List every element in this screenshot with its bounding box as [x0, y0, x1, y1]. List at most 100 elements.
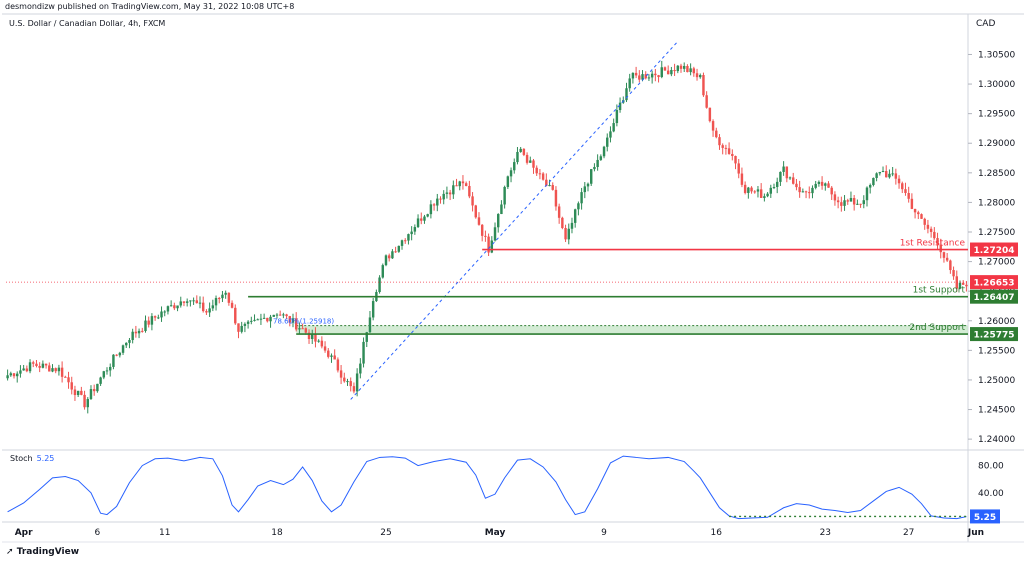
candle	[516, 146, 519, 165]
candle	[147, 316, 150, 328]
candle-body	[779, 171, 782, 182]
candle	[788, 176, 792, 180]
candle	[32, 360, 35, 368]
candle-body	[230, 302, 234, 308]
candle-body	[304, 328, 308, 333]
candle	[615, 104, 619, 127]
candle-body	[929, 228, 933, 232]
candle	[99, 376, 102, 386]
candle	[795, 178, 798, 191]
candle	[525, 152, 529, 165]
candle-body	[545, 179, 548, 186]
candle	[769, 184, 773, 198]
stoch-value: 5.25	[36, 454, 55, 463]
candle-body	[743, 184, 747, 193]
candle	[163, 310, 166, 317]
candle-body	[208, 308, 211, 313]
candle-body	[561, 217, 564, 229]
y-tick-label: 1.30500	[978, 50, 1015, 60]
candle-body	[349, 381, 352, 387]
candle	[538, 169, 542, 180]
candle	[785, 166, 789, 183]
candle-body	[32, 362, 35, 364]
candle	[288, 315, 292, 327]
candle	[439, 196, 442, 204]
candle-body	[352, 386, 356, 392]
candle-body	[769, 187, 773, 194]
candle	[782, 161, 785, 176]
candle	[881, 166, 885, 173]
candle	[73, 385, 77, 401]
candle-body	[407, 234, 410, 241]
candle-body	[939, 244, 942, 253]
candle-body	[189, 300, 192, 302]
candle-body	[269, 316, 272, 322]
candle	[160, 306, 163, 322]
candle-body	[461, 181, 465, 184]
candle	[618, 97, 622, 113]
candle	[266, 317, 269, 323]
candle-body	[38, 365, 41, 368]
candle-body	[448, 192, 452, 195]
candle	[214, 295, 218, 311]
candle	[856, 199, 859, 206]
candle-body	[83, 394, 86, 408]
candle-body	[262, 317, 266, 319]
candle-body	[718, 137, 721, 146]
candle	[891, 167, 894, 177]
candle-body	[166, 306, 170, 312]
candle	[801, 188, 805, 193]
candle	[561, 216, 564, 230]
candle-body	[753, 191, 756, 193]
candle-body	[612, 123, 615, 132]
candle-body	[169, 305, 173, 307]
candle-body	[945, 257, 949, 261]
candle-body	[176, 305, 179, 309]
candle-body	[538, 173, 542, 175]
candle	[192, 297, 195, 305]
candle	[897, 175, 901, 189]
candle-body	[28, 362, 32, 372]
candle-body	[288, 316, 292, 323]
candle-body	[125, 342, 128, 346]
y-tick-label: 1.24000	[978, 435, 1015, 445]
candle-body	[205, 311, 208, 313]
candle-body	[22, 368, 25, 371]
candle-body	[593, 166, 596, 170]
stoch-value-tag-label: 5.25	[974, 513, 996, 523]
level-price-tag	[970, 242, 1018, 257]
candle	[44, 363, 48, 369]
candle	[945, 252, 949, 262]
candle	[224, 290, 227, 299]
candle-body	[756, 189, 760, 192]
candle-body	[384, 255, 388, 266]
y-tick-label: 1.26000	[978, 317, 1015, 327]
candle-body	[782, 166, 785, 172]
candle-body	[493, 227, 497, 241]
candle	[718, 134, 721, 150]
candle-body	[480, 224, 484, 236]
candle	[602, 145, 606, 159]
candle-body	[557, 206, 561, 218]
candle	[134, 325, 138, 338]
candle	[792, 172, 795, 185]
candle-body	[958, 282, 962, 289]
candle-body	[497, 214, 500, 228]
candle-body	[885, 171, 888, 178]
candle	[96, 383, 99, 393]
candle	[910, 193, 914, 210]
candle	[375, 289, 378, 303]
candle-body	[179, 301, 182, 306]
candle	[404, 238, 407, 244]
candle	[820, 176, 824, 190]
candle-body	[862, 200, 866, 205]
candle-body	[458, 181, 461, 187]
candle-body	[573, 209, 577, 223]
candle	[166, 305, 170, 315]
candle-body	[606, 137, 609, 147]
candle-body	[439, 198, 442, 200]
candle-body	[474, 205, 477, 218]
tradingview-logo[interactable]: ➚ TradingView	[6, 547, 79, 557]
candle	[387, 253, 391, 262]
